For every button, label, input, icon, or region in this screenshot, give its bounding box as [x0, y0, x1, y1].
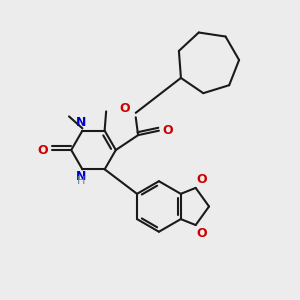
Text: N: N	[76, 116, 86, 129]
Text: O: O	[197, 172, 208, 185]
Text: O: O	[38, 143, 48, 157]
Text: O: O	[197, 227, 208, 240]
Text: N: N	[76, 170, 86, 183]
Text: O: O	[120, 102, 130, 115]
Text: O: O	[163, 124, 173, 137]
Text: H: H	[77, 176, 85, 186]
